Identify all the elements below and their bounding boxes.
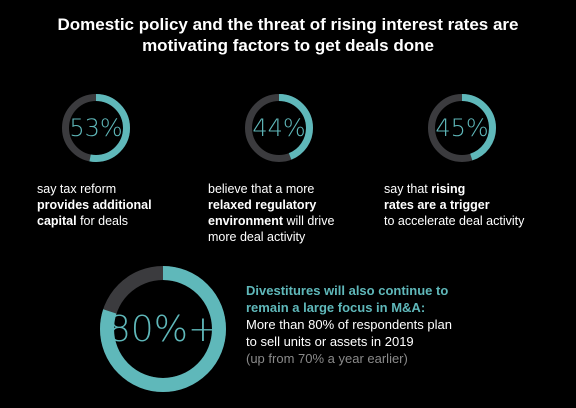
divestitures-body-2: to sell units or assets in 2019 xyxy=(246,334,414,349)
stat-3-bold-1: rising xyxy=(431,182,466,196)
donut-chart-2 xyxy=(245,94,313,162)
stat-2-plain-2: will drive xyxy=(283,214,335,228)
donut-label-1: 53% xyxy=(69,114,123,142)
donut-arc-3 xyxy=(428,94,496,162)
donut-chart-1 xyxy=(62,94,130,162)
stat-2-bold-1: relaxed regulatory xyxy=(208,198,317,212)
stat-1-line-1: say tax reform xyxy=(37,182,117,196)
stat-text-interest-rates: say that rising rates are a trigger to a… xyxy=(384,181,524,229)
stat-2-bold-2: environment xyxy=(208,214,284,228)
page-title: Domestic policy and the threat of rising… xyxy=(0,14,576,56)
stat-text-regulatory: believe that a more relaxed regulatory e… xyxy=(208,181,334,245)
divestitures-note: (up from 70% a year earlier) xyxy=(246,351,408,366)
title-line-2: motivating factors to get deals done xyxy=(142,36,434,55)
title-line-1: Domestic policy and the threat of rising… xyxy=(57,15,519,34)
stat-text-tax-reform: say tax reform provides additional capit… xyxy=(37,181,152,229)
donut-divestitures: 80%+ xyxy=(100,266,226,392)
stat-1-line-2: provides additional xyxy=(37,197,152,213)
donut-interest-rates: 45% xyxy=(428,94,496,162)
stat-2-line-3: environment will drive xyxy=(208,213,334,229)
divestitures-body-1: More than 80% of respondents plan xyxy=(246,317,452,332)
divestitures-heading-1: Divestitures will also continue to xyxy=(246,283,449,298)
donut-tax-reform: 53% xyxy=(62,94,130,162)
stat-2-line-1: believe that a more xyxy=(208,182,315,196)
donut-label-4: 80%+ xyxy=(107,308,219,350)
donut-regulatory: 44% xyxy=(245,94,313,162)
stat-3-plain-1: say that xyxy=(384,182,432,196)
stat-1-line-3: capital for deals xyxy=(37,213,152,229)
donut-label-2: 44% xyxy=(252,114,306,142)
stat-2-line-2: relaxed regulatory xyxy=(208,197,334,213)
donut-label-3: 45% xyxy=(435,114,489,142)
stat-3-line-3: to accelerate deal activity xyxy=(384,214,525,228)
donut-arc-1 xyxy=(62,94,130,162)
divestitures-text: Divestitures will also continue to remai… xyxy=(246,282,452,367)
stat-3-bold-2: rates are a trigger xyxy=(384,198,490,212)
donut-arc-2 xyxy=(245,94,313,162)
stat-3-line-2: rates are a trigger xyxy=(384,197,524,213)
donut-chart-3 xyxy=(428,94,496,162)
donut-arc-4 xyxy=(100,266,226,392)
stat-3-line-1: say that rising xyxy=(384,181,524,197)
donut-chart-4 xyxy=(100,266,226,392)
stat-1-bold-2: capital xyxy=(37,214,77,228)
divestitures-heading-2: remain a large focus in M&A: xyxy=(246,300,426,315)
stat-1-plain-2: for deals xyxy=(76,214,129,228)
stat-1-bold-1: provides additional xyxy=(37,198,152,212)
stat-2-line-4: more deal activity xyxy=(208,230,306,244)
